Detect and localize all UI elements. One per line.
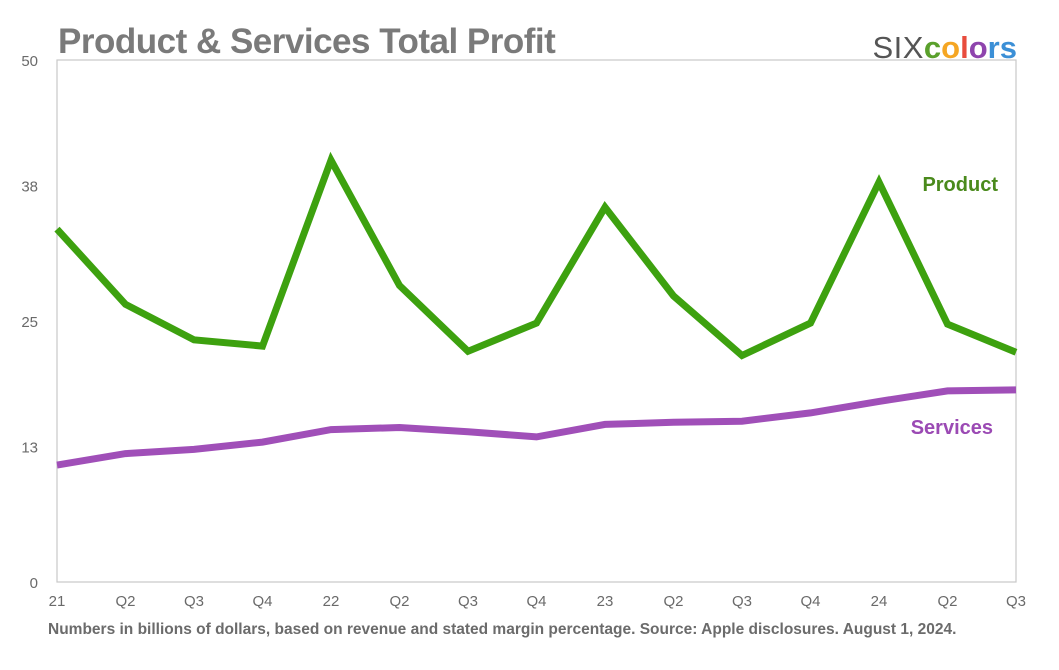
logo-letter: s <box>999 30 1017 65</box>
logo-six-text: SIX <box>872 30 924 65</box>
chart-footnote: Numbers in billions of dollars, based on… <box>48 621 957 638</box>
x-tick-label: Q2 <box>389 593 409 610</box>
line-chart: 0 13 25 38 50 21 Q2 Q3 Q4 22 Q2 Q3 Q4 23 Q2 Q3 Q4 24 Q2 Q3 P… <box>21 53 1026 610</box>
x-tick-label: 22 <box>323 593 340 610</box>
x-tick-label: Q2 <box>937 593 957 610</box>
y-tick-label: 25 <box>21 314 38 331</box>
sixcolors-logo: SIXcolors <box>872 30 1017 66</box>
x-tick-label: Q3 <box>1006 593 1026 610</box>
x-tick-label: 21 <box>49 593 66 610</box>
x-tick-label: Q2 <box>663 593 683 610</box>
logo-letter: l <box>960 30 969 65</box>
x-tick-label: 24 <box>871 593 888 610</box>
plot-frame <box>56 59 1017 583</box>
logo-letter: c <box>923 30 942 65</box>
y-tick-label: 0 <box>30 575 38 592</box>
logo-colors-text: colors <box>924 30 1017 65</box>
x-tick-label: 23 <box>597 593 614 610</box>
y-tick-label: 50 <box>21 53 38 70</box>
x-tick-label: Q4 <box>252 593 272 610</box>
series-label-services: Services <box>911 417 993 439</box>
x-tick-label: Q2 <box>115 593 135 610</box>
logo-letter: o <box>941 30 961 65</box>
y-tick-label: 13 <box>21 439 38 456</box>
series-label-product: Product <box>922 174 998 196</box>
chart-title: Product & Services Total Profit <box>58 22 556 61</box>
logo-letter: o <box>968 30 988 65</box>
logo-letter: r <box>987 30 1000 65</box>
x-tick-label: Q3 <box>458 593 478 610</box>
y-tick-label: 38 <box>21 178 38 195</box>
x-tick-label: Q3 <box>732 593 752 610</box>
x-tick-label: Q4 <box>526 593 546 610</box>
series-line-services <box>56 386 1017 469</box>
x-tick-label: Q3 <box>184 593 204 610</box>
x-tick-label: Q4 <box>800 593 820 610</box>
series-line-product <box>54 151 1018 360</box>
